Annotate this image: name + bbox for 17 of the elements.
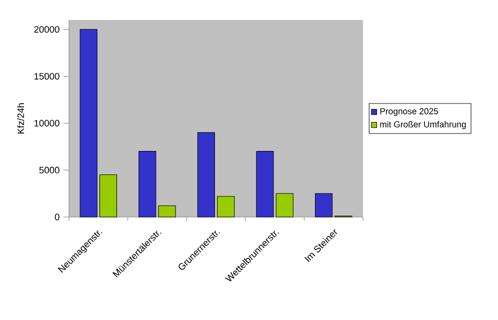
bar bbox=[256, 151, 274, 218]
bar bbox=[197, 132, 215, 218]
bar bbox=[217, 196, 235, 218]
y-tick-label: 5000 bbox=[39, 166, 60, 174]
bar bbox=[314, 193, 333, 218]
bar bbox=[276, 193, 294, 218]
y-tick-label: 0 bbox=[54, 214, 60, 220]
legend-label: Prognose 2025 bbox=[380, 108, 438, 116]
y-tick-label: 20000 bbox=[34, 26, 60, 33]
y-tick-label: 15000 bbox=[34, 72, 60, 80]
y-tick-label: 10000 bbox=[34, 120, 60, 126]
legend-label: mit Großer Umfahrung bbox=[380, 121, 466, 130]
y-axis-title: Kfz/24h bbox=[17, 103, 24, 134]
bar bbox=[138, 151, 156, 218]
bar bbox=[158, 205, 176, 218]
bar bbox=[99, 174, 118, 218]
bar bbox=[80, 29, 98, 218]
